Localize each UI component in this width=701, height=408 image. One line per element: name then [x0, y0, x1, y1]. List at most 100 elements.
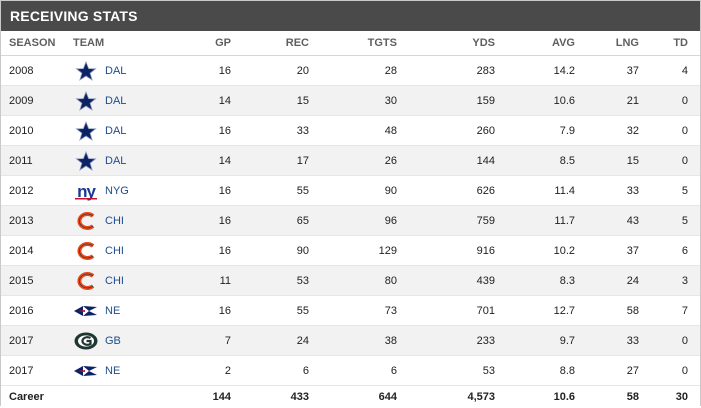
career-team-cell [65, 386, 165, 408]
giants-ny-icon[interactable]: ny [73, 180, 99, 202]
rec-cell: 20 [243, 56, 321, 86]
rec-cell: 55 [243, 296, 321, 326]
bears-c-icon[interactable] [73, 210, 99, 232]
rec-cell: 65 [243, 206, 321, 236]
season-cell: 2010 [1, 116, 65, 146]
yds-cell: 283 [409, 56, 507, 86]
yds-cell: 701 [409, 296, 507, 326]
team-cell: NE [65, 296, 165, 326]
cowboys-star-icon[interactable] [73, 90, 99, 112]
column-header-tgts[interactable]: TGTS [321, 31, 409, 56]
team-link[interactable]: DAL [105, 155, 126, 167]
cowboys-star-icon[interactable] [73, 150, 99, 172]
cowboys-star-icon[interactable] [73, 120, 99, 142]
season-cell: 2017 [1, 326, 65, 356]
team-link[interactable]: DAL [105, 95, 126, 107]
patriots-icon[interactable] [73, 300, 99, 322]
yds-cell: 53 [409, 356, 507, 386]
gp-cell: 16 [165, 296, 243, 326]
tgts-cell: 6 [321, 356, 409, 386]
career-totals-row: Career 144 433 644 4,573 10.6 58 30 [1, 386, 700, 408]
lng-cell: 15 [587, 146, 651, 176]
avg-cell: 8.5 [507, 146, 587, 176]
column-header-team[interactable]: TEAM [65, 31, 165, 56]
career-avg: 10.6 [507, 386, 587, 408]
lng-cell: 58 [587, 296, 651, 326]
career-gp: 144 [165, 386, 243, 408]
gp-cell: 14 [165, 146, 243, 176]
cowboys-star-icon[interactable] [73, 60, 99, 82]
column-header-gp[interactable]: GP [165, 31, 243, 56]
lng-cell: 37 [587, 236, 651, 266]
patriots-icon[interactable] [73, 360, 99, 382]
team-link[interactable]: GB [105, 335, 121, 347]
team-cell: CHI [65, 206, 165, 236]
panel-title: RECEIVING STATS [1, 1, 700, 31]
avg-cell: 10.6 [507, 86, 587, 116]
team-link[interactable]: NE [105, 305, 120, 317]
tgts-cell: 73 [321, 296, 409, 326]
team-cell: DAL [65, 56, 165, 86]
column-header-yds[interactable]: YDS [409, 31, 507, 56]
lng-cell: 27 [587, 356, 651, 386]
team-cell: CHI [65, 266, 165, 296]
tgts-cell: 38 [321, 326, 409, 356]
column-header-lng[interactable]: LNG [587, 31, 651, 56]
gp-cell: 16 [165, 236, 243, 266]
avg-cell: 11.4 [507, 176, 587, 206]
yds-cell: 916 [409, 236, 507, 266]
avg-cell: 8.3 [507, 266, 587, 296]
rec-cell: 90 [243, 236, 321, 266]
career-td: 30 [651, 386, 700, 408]
avg-cell: 12.7 [507, 296, 587, 326]
team-link[interactable]: NYG [105, 185, 129, 197]
yds-cell: 260 [409, 116, 507, 146]
team-cell: GB [65, 326, 165, 356]
td-cell: 0 [651, 86, 700, 116]
yds-cell: 439 [409, 266, 507, 296]
avg-cell: 11.7 [507, 206, 587, 236]
lng-cell: 24 [587, 266, 651, 296]
header-row: SEASON TEAM GP REC TGTS YDS AVG LNG TD [1, 31, 700, 56]
team-link[interactable]: CHI [105, 245, 124, 257]
gp-cell: 16 [165, 176, 243, 206]
yds-cell: 159 [409, 86, 507, 116]
team-cell: NE [65, 356, 165, 386]
tgts-cell: 129 [321, 236, 409, 266]
season-cell: 2013 [1, 206, 65, 236]
team-link[interactable]: NE [105, 365, 120, 377]
lng-cell: 37 [587, 56, 651, 86]
td-cell: 4 [651, 56, 700, 86]
column-header-rec[interactable]: REC [243, 31, 321, 56]
packers-g-icon[interactable] [73, 330, 99, 352]
gp-cell: 2 [165, 356, 243, 386]
team-link[interactable]: DAL [105, 125, 126, 137]
team-cell: DAL [65, 86, 165, 116]
team-link[interactable]: CHI [105, 215, 124, 227]
rec-cell: 53 [243, 266, 321, 296]
td-cell: 5 [651, 176, 700, 206]
bears-c-icon[interactable] [73, 270, 99, 292]
rec-cell: 33 [243, 116, 321, 146]
rec-cell: 17 [243, 146, 321, 176]
td-cell: 0 [651, 146, 700, 176]
team-link[interactable]: DAL [105, 65, 126, 77]
tgts-cell: 26 [321, 146, 409, 176]
bears-c-icon[interactable] [73, 240, 99, 262]
tgts-cell: 80 [321, 266, 409, 296]
column-header-avg[interactable]: AVG [507, 31, 587, 56]
career-yds: 4,573 [409, 386, 507, 408]
td-cell: 0 [651, 326, 700, 356]
column-header-td[interactable]: TD [651, 31, 700, 56]
team-link[interactable]: CHI [105, 275, 124, 287]
column-header-season[interactable]: SEASON [1, 31, 65, 56]
gp-cell: 16 [165, 116, 243, 146]
tgts-cell: 90 [321, 176, 409, 206]
